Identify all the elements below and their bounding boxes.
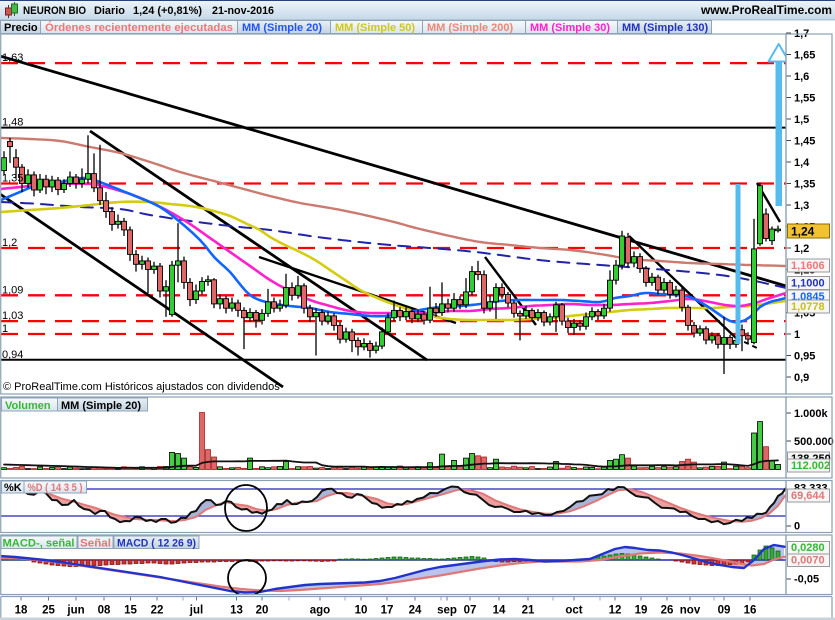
svg-text:17: 17: [381, 605, 394, 617]
svg-text:MM (Simple 50): MM (Simple 50): [335, 22, 415, 34]
svg-text:08: 08: [98, 605, 111, 617]
svg-text:0,9: 0,9: [794, 372, 809, 384]
svg-text:1,1000: 1,1000: [791, 278, 825, 290]
svg-text:Señal: Señal: [80, 538, 111, 550]
svg-text:1,4: 1,4: [794, 157, 810, 169]
svg-text:sep: sep: [437, 605, 457, 617]
svg-text:1,09: 1,09: [2, 284, 23, 296]
svg-text:1: 1: [2, 323, 8, 335]
svg-text:1,35: 1,35: [794, 179, 815, 191]
svg-text:1,48: 1,48: [2, 117, 23, 129]
svg-text:1,6: 1,6: [794, 71, 809, 83]
svg-text:0,0280: 0,0280: [791, 542, 825, 554]
svg-text:09: 09: [718, 605, 731, 617]
svg-text:jul: jul: [189, 605, 203, 617]
svg-text:MM (Simple 200): MM (Simple 200): [427, 22, 514, 34]
svg-text:1,3: 1,3: [794, 200, 809, 212]
svg-text:20: 20: [256, 605, 269, 617]
svg-text:14: 14: [493, 605, 506, 617]
svg-text:0,0070: 0,0070: [791, 555, 825, 567]
svg-text:MM (Simple 20): MM (Simple 20): [242, 22, 322, 34]
svg-text:1,5: 1,5: [794, 114, 809, 126]
svg-text:1,2: 1,2: [794, 243, 809, 255]
svg-text:12: 12: [609, 605, 622, 617]
svg-text:MACD ( 12 26 9): MACD ( 12 26 9): [117, 538, 196, 550]
svg-text:www.ProRealTime.com: www.ProRealTime.com: [700, 3, 832, 17]
svg-text:24: 24: [409, 605, 422, 617]
svg-text:15: 15: [124, 605, 137, 617]
svg-text:07: 07: [464, 605, 477, 617]
svg-text:0,94: 0,94: [2, 349, 23, 361]
svg-text:13: 13: [230, 605, 243, 617]
svg-text:1,24 (+0,81%): 1,24 (+0,81%): [133, 5, 202, 17]
svg-text:1,63: 1,63: [2, 52, 23, 64]
svg-text:MM (Simple 30): MM (Simple 30): [530, 22, 610, 34]
svg-text:Precio: Precio: [4, 22, 38, 34]
svg-text:21: 21: [522, 605, 535, 617]
svg-text:1,1606: 1,1606: [791, 260, 825, 272]
svg-text:16: 16: [744, 605, 757, 617]
svg-text:112.002: 112.002: [791, 460, 830, 472]
svg-text:1,0778: 1,0778: [791, 301, 825, 313]
svg-text:1,2: 1,2: [2, 237, 17, 249]
svg-text:-0,05: -0,05: [794, 574, 819, 586]
svg-text:MM (Simple 20): MM (Simple 20): [61, 400, 141, 412]
svg-text:1,03: 1,03: [2, 310, 23, 322]
svg-text:19: 19: [635, 605, 648, 617]
svg-text:69,644: 69,644: [791, 490, 826, 502]
svg-text:1,35: 1,35: [2, 173, 23, 185]
svg-text:Diario: Diario: [94, 5, 125, 17]
svg-text:MACD-, señal: MACD-, señal: [3, 538, 75, 550]
svg-text:oct: oct: [565, 605, 582, 617]
svg-text:1,24: 1,24: [791, 225, 815, 239]
svg-text:0: 0: [794, 521, 800, 533]
svg-text:Órdenes recientemente ejecutad: Órdenes recientemente ejecutadas: [45, 21, 233, 34]
svg-text:22: 22: [151, 605, 164, 617]
svg-text:500.000: 500.000: [794, 436, 834, 448]
svg-text:1.000k: 1.000k: [794, 408, 829, 420]
svg-text:ago: ago: [310, 605, 330, 617]
svg-text:%K: %K: [4, 482, 22, 494]
svg-text:21-nov-2016: 21-nov-2016: [212, 5, 274, 17]
svg-text:1,55: 1,55: [794, 93, 815, 105]
svg-text:26: 26: [661, 605, 674, 617]
svg-text:10: 10: [355, 605, 368, 617]
svg-text:© ProRealTime.com Históricos: © ProRealTime.com Históricos ajustados c…: [3, 381, 280, 393]
svg-text:1,65: 1,65: [794, 50, 815, 62]
svg-text:%D ( 14 3 5 ): %D ( 14 3 5 ): [28, 482, 83, 494]
svg-text:18: 18: [15, 605, 28, 617]
svg-text:25: 25: [42, 605, 55, 617]
svg-text:nov: nov: [680, 605, 701, 617]
svg-text:NEURON BIO: NEURON BIO: [23, 5, 86, 17]
svg-text:1,45: 1,45: [794, 136, 815, 148]
svg-text:jun: jun: [66, 605, 84, 617]
svg-text:MM (Simple 130): MM (Simple 130): [622, 22, 709, 34]
svg-text:1: 1: [794, 329, 800, 341]
svg-text:Volumen: Volumen: [5, 400, 51, 412]
svg-text:0,95: 0,95: [794, 351, 815, 363]
